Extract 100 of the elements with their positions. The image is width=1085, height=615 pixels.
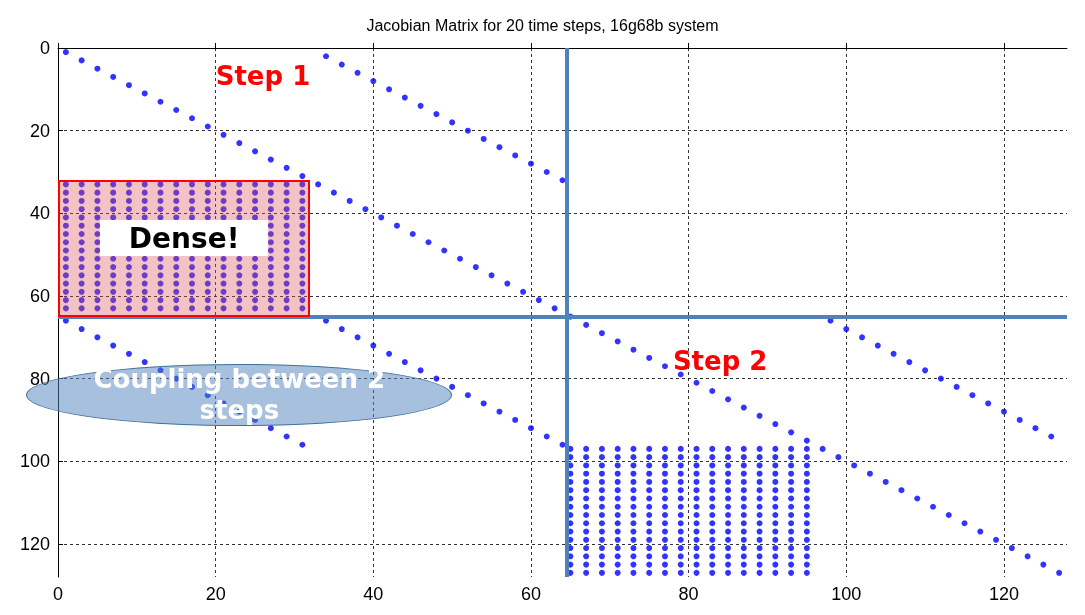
point — [583, 321, 590, 328]
point — [110, 342, 117, 349]
x-tick-label: 40 — [363, 584, 384, 604]
point — [125, 82, 132, 89]
point — [354, 69, 361, 76]
chart-title: Jacobian Matrix for 20 time steps, 16g68b system — [366, 16, 719, 34]
point — [189, 115, 196, 122]
point — [1040, 561, 1047, 568]
point — [378, 214, 385, 221]
y-tick-label: 40 — [29, 203, 50, 224]
point — [141, 359, 148, 366]
point — [401, 359, 408, 366]
y-tick-label: 100 — [19, 451, 50, 472]
point — [283, 433, 290, 440]
point — [551, 305, 558, 312]
point — [220, 131, 227, 138]
point — [788, 429, 795, 436]
point — [78, 57, 85, 64]
point — [338, 326, 345, 333]
point — [393, 222, 400, 229]
point — [496, 144, 503, 151]
point — [417, 367, 424, 374]
point — [598, 330, 605, 337]
point — [299, 173, 306, 180]
point — [173, 106, 180, 113]
point — [94, 65, 101, 72]
point — [835, 454, 842, 461]
point — [433, 111, 440, 118]
point — [330, 189, 337, 196]
point — [756, 412, 763, 419]
y-tick-label: 60 — [29, 285, 50, 306]
point — [464, 127, 471, 134]
point — [922, 367, 929, 374]
point — [236, 140, 243, 147]
point — [843, 326, 850, 333]
point — [898, 487, 905, 494]
point — [386, 86, 393, 93]
point — [346, 197, 353, 204]
x-tick-label: 80 — [678, 584, 699, 604]
point — [464, 392, 471, 399]
point — [559, 441, 566, 448]
y-tick-label: 80 — [29, 368, 50, 389]
point — [1056, 569, 1063, 576]
point — [480, 135, 487, 142]
point — [772, 421, 779, 428]
point — [457, 255, 464, 262]
point — [283, 164, 290, 171]
point — [315, 181, 322, 188]
point — [527, 160, 534, 167]
x-tick-label: 20 — [205, 584, 226, 604]
annotation: Step 1 — [215, 61, 311, 93]
point — [409, 230, 416, 237]
point — [961, 520, 968, 527]
point — [110, 73, 117, 80]
point — [693, 379, 700, 386]
y-tick-label: 0 — [39, 38, 50, 58]
point — [157, 98, 164, 105]
point — [1016, 416, 1023, 423]
point — [1032, 425, 1039, 432]
point — [1048, 433, 1055, 440]
point — [874, 342, 881, 349]
point — [866, 470, 873, 477]
x-tick-label: 60 — [520, 584, 541, 604]
point — [527, 425, 534, 432]
point — [204, 123, 211, 130]
x-tick-label: 100 — [831, 584, 862, 604]
point — [401, 94, 408, 101]
point — [417, 102, 424, 109]
point — [725, 396, 732, 403]
point — [125, 350, 132, 357]
y-tick-label: 20 — [29, 120, 50, 141]
point — [709, 388, 716, 395]
point — [559, 177, 566, 184]
point — [472, 264, 479, 271]
point — [906, 359, 913, 366]
point — [859, 334, 866, 341]
point — [1008, 545, 1015, 552]
point — [543, 168, 550, 175]
annotation: Dense! — [99, 219, 269, 257]
point — [252, 148, 259, 155]
point — [914, 495, 921, 502]
point — [433, 375, 440, 382]
point — [945, 512, 952, 519]
point — [646, 354, 653, 361]
point — [953, 383, 960, 390]
x-tick-label: 120 — [988, 584, 1019, 604]
point — [985, 400, 992, 407]
point — [661, 363, 668, 370]
point — [614, 338, 621, 345]
point — [882, 478, 889, 485]
annotation: Step 2 — [672, 346, 768, 378]
point — [740, 404, 747, 411]
point — [449, 119, 456, 126]
point — [323, 53, 330, 60]
point — [630, 346, 637, 353]
point — [441, 247, 448, 254]
point — [890, 350, 897, 357]
point — [993, 536, 1000, 543]
point — [512, 416, 519, 423]
point — [851, 462, 858, 469]
